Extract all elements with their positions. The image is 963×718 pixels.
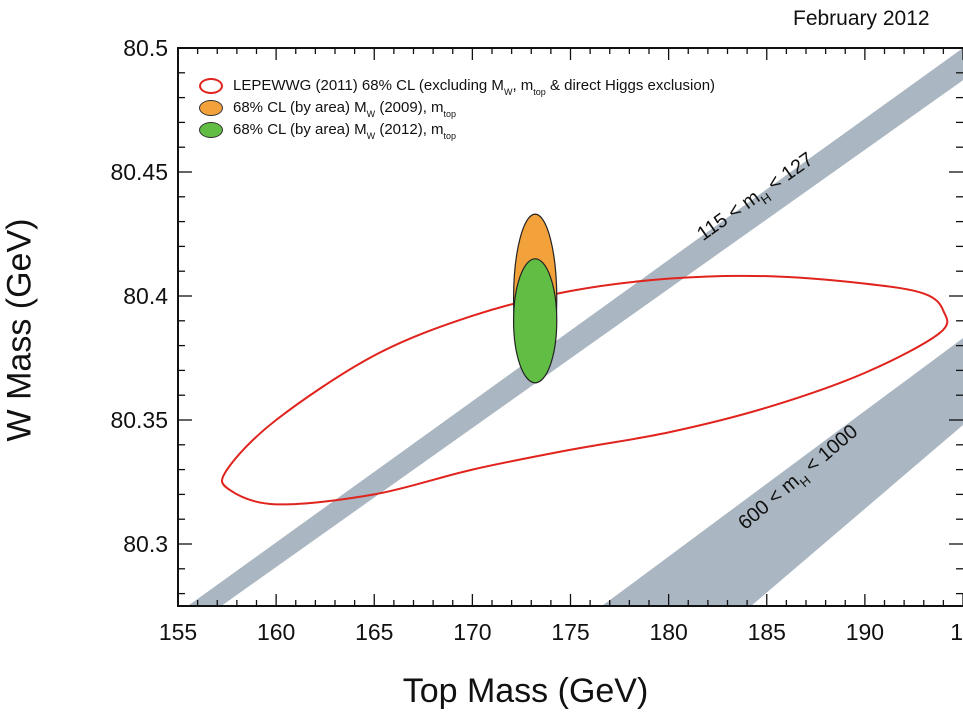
- x-tick-label: 175: [551, 619, 589, 645]
- legend-label-lepewwg: LEPEWWG (2011) 68% CL (excluding MW, mto…: [233, 77, 716, 97]
- y-tick-label: 80.35: [110, 407, 168, 433]
- higgs-band-1: [187, 48, 963, 606]
- annotation-date: February 2012: [793, 7, 930, 30]
- y-tick-label: 80.5: [123, 35, 168, 61]
- green-ellipse-icon: [199, 122, 223, 138]
- open-ellipse-icon: [199, 78, 223, 94]
- higgs-mass-bands: [187, 48, 963, 606]
- x-tick-label: 185: [748, 619, 786, 645]
- axis-ticks: 155 160 165 170 175 180 185 190 19 80.3 80.35 80.4 8…: [110, 35, 963, 645]
- contour-mw-2012: [512, 258, 558, 384]
- x-tick-label: 19: [950, 619, 963, 645]
- legend-label-2009: 68% CL (by area) MW (2009), mtop: [233, 99, 457, 119]
- confidence-contours: [221, 213, 949, 506]
- x-tick-label: 155: [159, 619, 197, 645]
- x-axis-label: Top Mass (GeV): [402, 672, 649, 710]
- y-tick-label: 80.3: [123, 531, 168, 557]
- y-tick-label: 80.45: [110, 159, 168, 185]
- legend-label-2012: 68% CL (by area) MW (2012), mtop: [233, 121, 457, 141]
- band-label-1: 115 < mH < 127: [693, 148, 820, 248]
- x-tick-label: 165: [355, 619, 393, 645]
- plot-frame: [177, 47, 963, 607]
- y-tick-label: 80.4: [123, 283, 168, 309]
- orange-ellipse-icon: [199, 100, 223, 116]
- x-tick-label: 160: [257, 619, 295, 645]
- contour-lepewwg-2011: [221, 274, 949, 506]
- y-axis-label: W Mass (GeV): [0, 218, 39, 442]
- x-tick-label: 190: [846, 619, 884, 645]
- x-tick-label: 180: [649, 619, 687, 645]
- x-tick-label: 170: [453, 619, 491, 645]
- higgs-band-2: [601, 338, 963, 606]
